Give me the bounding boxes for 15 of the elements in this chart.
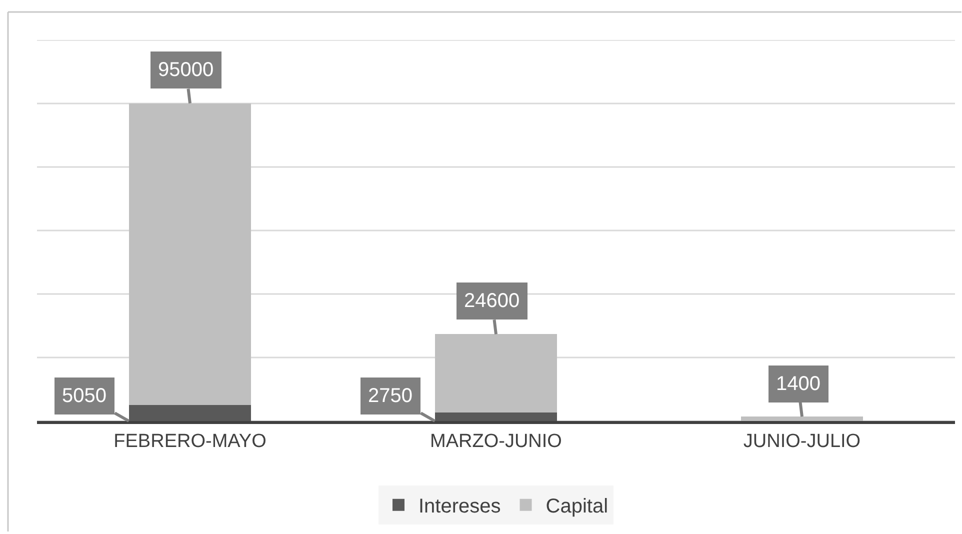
x-tick-label: MARZO-JUNIO	[430, 430, 562, 452]
x-tick-label: JUNIO-JULIO	[743, 430, 861, 452]
data-label: 1400	[776, 373, 820, 395]
bar	[740, 416, 864, 421]
x-tick-label: FEBRERO-MAYO	[114, 430, 266, 452]
data-label: 95000	[158, 59, 214, 81]
legend-label: Capital	[546, 496, 608, 518]
bar	[434, 412, 558, 421]
data-label: 24600	[464, 290, 520, 312]
data-label: 2750	[368, 385, 412, 407]
data-label: 5050	[62, 385, 106, 407]
legend-label: Intereses	[418, 496, 501, 518]
bar	[128, 103, 252, 405]
bar	[434, 334, 558, 412]
bar	[128, 404, 252, 421]
